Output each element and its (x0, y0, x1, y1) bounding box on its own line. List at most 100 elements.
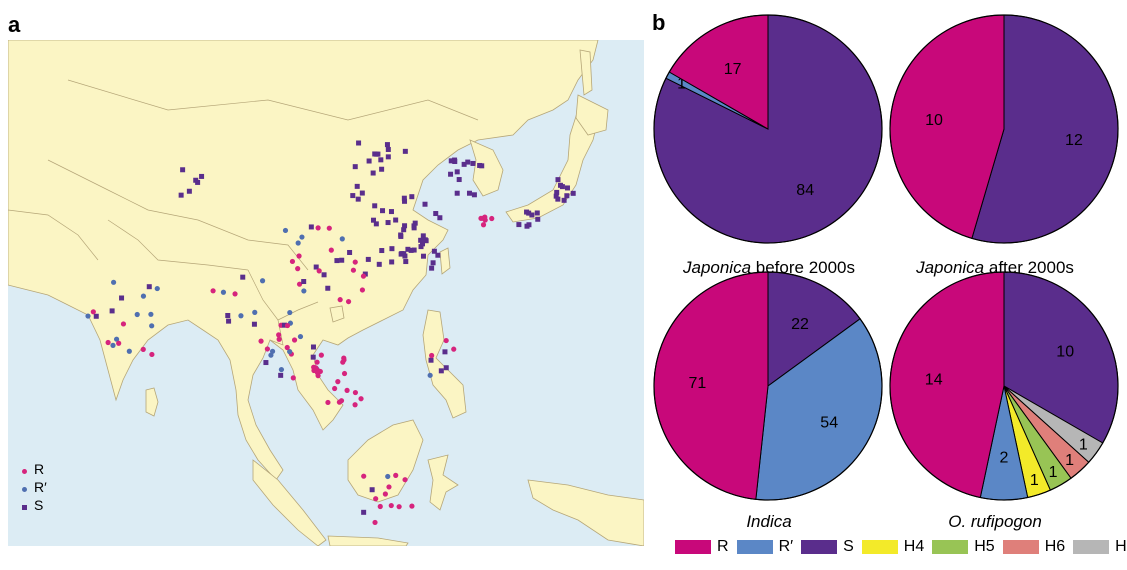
map-point-s (429, 265, 435, 271)
korean-peninsula (469, 139, 504, 197)
hainan (329, 305, 345, 323)
map-point-s (422, 201, 428, 207)
pie-outline (653, 14, 883, 244)
map-point-s (402, 148, 408, 154)
pie-outline (889, 14, 1119, 244)
map-point-s (529, 212, 535, 218)
map-point-r (284, 344, 290, 351)
sulawesi (427, 454, 459, 511)
map-legend-rprime: R′ (22, 478, 47, 496)
pie-caption-rufipogon: O. rufipogon (948, 512, 1042, 531)
map-point-s (402, 223, 408, 229)
map-point-s (438, 368, 444, 374)
map-point-s (376, 261, 382, 267)
map-point-s (402, 198, 408, 204)
map-point-r (120, 321, 127, 327)
map-point-r (382, 491, 388, 497)
map-point-s (442, 349, 448, 355)
pie-outline (889, 271, 1119, 501)
map-point-r (326, 225, 332, 231)
legend-item-h6: H6 (1002, 538, 1065, 556)
legend-item-h7: H7 (1073, 538, 1127, 556)
map-point-s (225, 312, 231, 318)
map-point-s (555, 177, 561, 183)
pie-value-label: 71 (689, 375, 707, 392)
map-point-s (524, 223, 530, 229)
map-point-s (454, 190, 460, 196)
map-point-s (378, 157, 384, 163)
map-point-rprime (149, 323, 155, 329)
map-point-s (418, 244, 424, 250)
map-point-s (361, 509, 367, 515)
map-point-s (389, 259, 395, 265)
map-point-r (358, 396, 364, 402)
map-point-s (398, 251, 404, 257)
map-point-r (284, 322, 291, 329)
map-point-s (393, 217, 399, 223)
legend-item-h5: H5 (932, 538, 995, 556)
map-point-r (232, 291, 238, 297)
panel-label-b: b (652, 10, 666, 35)
map-point-r (276, 332, 282, 338)
map-point-s (350, 193, 356, 199)
sumatra (252, 459, 327, 546)
hokkaido (575, 94, 609, 136)
map-point-rprime (140, 293, 147, 299)
map-point-s (313, 264, 319, 270)
map-point-s (321, 272, 327, 278)
map-point-r (451, 346, 457, 352)
map-point-s (452, 157, 458, 163)
pie-value-label: 1 (1079, 437, 1088, 454)
map-point-rprime (134, 311, 140, 318)
pie-caption-indica: Indica (746, 512, 792, 531)
map-point-s (408, 247, 414, 253)
taiwan (439, 247, 451, 275)
map-point-rprime (148, 311, 154, 317)
map-point-s (119, 295, 125, 301)
map-point-r (264, 346, 270, 352)
map-point-r (289, 258, 296, 265)
pie-value-label: 17 (724, 61, 742, 78)
r-marker-icon (22, 469, 27, 474)
map-point-r (336, 399, 343, 405)
s-marker-icon (22, 505, 27, 510)
map-point-r (291, 337, 298, 343)
map-point-s (398, 232, 404, 238)
map-point-s (448, 158, 454, 164)
map-point-r (345, 298, 352, 305)
map-point-s (325, 285, 331, 291)
map-point-s (385, 146, 391, 152)
map-point-s (561, 197, 567, 203)
pie-caption-japonica-before: Japonica before 2000s (682, 258, 856, 277)
map-point-r (325, 399, 331, 406)
map-point-rprime (295, 240, 301, 246)
map-point-s (420, 233, 426, 239)
map-point-rprime (252, 309, 258, 315)
map-point-s (448, 171, 454, 177)
map-point-r (350, 267, 357, 273)
mainland-landmass (8, 40, 599, 481)
map-point-s (456, 177, 462, 183)
map-point-rprime (110, 342, 116, 348)
pie-value-label: 1 (1065, 452, 1074, 469)
country-borders (8, 79, 479, 346)
map-point-r (361, 473, 367, 479)
map-point-r (316, 368, 322, 375)
map-point-r (313, 365, 319, 371)
map-point-s (437, 215, 443, 221)
map-point-s (401, 195, 407, 201)
map-point-s (422, 237, 428, 243)
map-point-s (534, 210, 540, 216)
map-point-s (180, 167, 186, 173)
map-point-rprime (154, 285, 160, 292)
map-point-s (412, 220, 418, 226)
map-point-s (339, 257, 345, 263)
map-point-r (377, 503, 383, 510)
map-point-r (258, 338, 264, 344)
map-point-r (332, 385, 338, 392)
map-point-s (466, 190, 472, 196)
map-point-s (570, 190, 576, 196)
map-point-s (373, 221, 379, 227)
map-point-s (226, 318, 232, 324)
